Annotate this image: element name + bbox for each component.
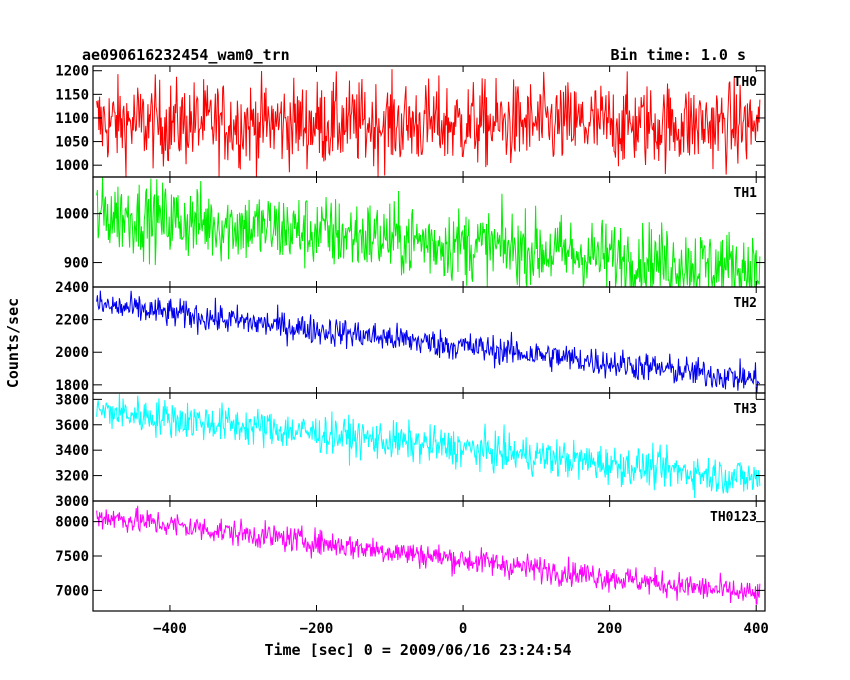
y-tick-label: 900: [64, 256, 89, 272]
y-axis-label: Counts/sec: [4, 298, 22, 388]
x-tick-label: 0: [459, 621, 467, 637]
panel-label: TH0123: [710, 510, 757, 525]
x-tick-label: 200: [597, 621, 622, 637]
y-tick-label: 3400: [55, 443, 89, 459]
panel-th2: 1800 2000 2200 2400 TH2: [55, 280, 766, 394]
panels-group: 1000 1050 1100 1150 1200 TH0 900 1000 TH1 1800 200…: [55, 64, 766, 612]
panel-label: TH3: [734, 402, 757, 417]
panel-th3: 3000 3200 3400 3600 3800 TH3: [55, 392, 766, 510]
y-tick-label: 3000: [55, 494, 89, 510]
series-line-th3: [96, 393, 761, 499]
y-tick-label: 1800: [55, 378, 89, 394]
panel-label: TH1: [734, 186, 758, 201]
y-tick-label: 2400: [55, 280, 89, 296]
series-line-th0: [96, 69, 761, 177]
observation-title: ae090616232454_wam0_trn: [82, 46, 290, 64]
y-tick-label: 1200: [55, 64, 89, 80]
x-tick-labels: −400 −200 0 200 400: [153, 621, 769, 637]
y-tick-label: 3200: [55, 469, 89, 485]
y-tick-label: 3600: [55, 418, 89, 434]
y-tick-label: 1000: [55, 158, 89, 174]
y-tick-label: 1100: [55, 111, 89, 127]
panel-th0: 1000 1050 1100 1150 1200 TH0: [55, 64, 766, 178]
y-tick-label: 8000: [55, 515, 89, 531]
y-tick-label: 7500: [55, 549, 89, 565]
x-tick-label: −400: [153, 621, 187, 637]
panel-th0123: 7000 7500 8000 TH0123: [55, 500, 766, 612]
y-tick-label: 1150: [55, 87, 89, 103]
y-tick-label: 1050: [55, 135, 89, 151]
y-tick-label: 2200: [55, 313, 89, 329]
x-tick-label: 400: [744, 621, 769, 637]
panel-label: TH2: [734, 296, 757, 311]
panel-label: TH0: [734, 75, 758, 90]
bin-time-label: Bin time: 1.0 s: [611, 46, 746, 64]
y-tick-label: 2000: [55, 345, 89, 361]
y-tick-label: 3800: [55, 392, 89, 408]
y-tick-label: 1000: [55, 207, 89, 223]
series-line-th0123: [96, 505, 761, 605]
x-tick-label: −200: [300, 621, 334, 637]
y-tick-label: 7000: [55, 583, 89, 599]
series-line-th2: [96, 290, 761, 393]
panel-th1: 900 1000 TH1: [55, 176, 766, 288]
series-line-th1: [96, 177, 761, 287]
x-axis-label: Time [sec] 0 = 2009/06/16 23:24:54: [264, 641, 571, 659]
